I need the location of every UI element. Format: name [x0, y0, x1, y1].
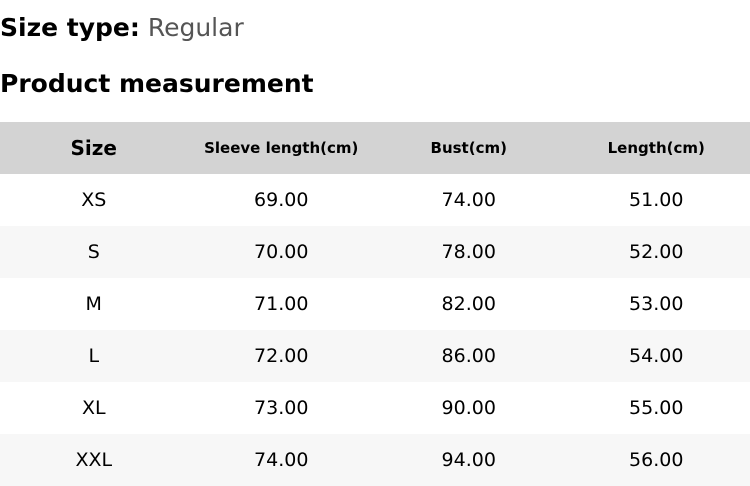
cell-sleeve-length: 71.00 [254, 293, 309, 315]
cell-bust: 94.00 [375, 434, 563, 486]
header-bust: Bust(cm) [375, 122, 563, 174]
cell-size: M [85, 293, 102, 315]
header-length: Length(cm) [562, 122, 750, 174]
table-row: S 70.00 78.00 52.00 [0, 226, 750, 278]
cell-size: XXL [0, 434, 188, 486]
cell-size: XL [81, 397, 106, 419]
cell-bust: 86.00 [375, 330, 563, 382]
section-title: Product measurement [0, 69, 314, 98]
table-header-row: Size Sleeve length(cm) Bust(cm) Length(c… [0, 122, 750, 174]
table-row: XS 69.00 74.00 51.00 [0, 174, 750, 226]
cell-length: 56.00 [562, 434, 750, 486]
cell-size: S [0, 226, 188, 278]
cell-length: 53.00 [629, 293, 684, 315]
table-row: M 71.00 82.00 53.00 [0, 278, 750, 330]
size-type-label: Size type: [0, 13, 140, 42]
cell-sleeve-length: 72.00 [187, 330, 375, 382]
cell-sleeve-length: 70.00 [187, 226, 375, 278]
cell-sleeve-length: 69.00 [254, 189, 309, 211]
size-type: Size type: Regular [0, 10, 244, 46]
cell-size: XS [81, 189, 107, 211]
table-row: L 72.00 86.00 54.00 [0, 330, 750, 382]
cell-length: 54.00 [562, 330, 750, 382]
cell-bust: 90.00 [441, 397, 496, 419]
table-row: XL 73.00 90.00 55.00 [0, 382, 750, 434]
header-sleeve-length: Sleeve length(cm) [187, 122, 375, 174]
measurement-table: Size Sleeve length(cm) Bust(cm) Length(c… [0, 122, 750, 486]
cell-bust: 78.00 [375, 226, 563, 278]
header-size: Size [0, 122, 188, 174]
table-row: XXL 74.00 94.00 56.00 [0, 434, 750, 486]
cell-sleeve-length: 74.00 [187, 434, 375, 486]
cell-size: L [0, 330, 188, 382]
cell-bust: 82.00 [441, 293, 496, 315]
cell-bust: 74.00 [441, 189, 496, 211]
cell-sleeve-length: 73.00 [254, 397, 309, 419]
cell-length: 52.00 [562, 226, 750, 278]
cell-length: 51.00 [629, 189, 684, 211]
size-type-value: Regular [147, 13, 244, 42]
cell-length: 55.00 [629, 397, 684, 419]
